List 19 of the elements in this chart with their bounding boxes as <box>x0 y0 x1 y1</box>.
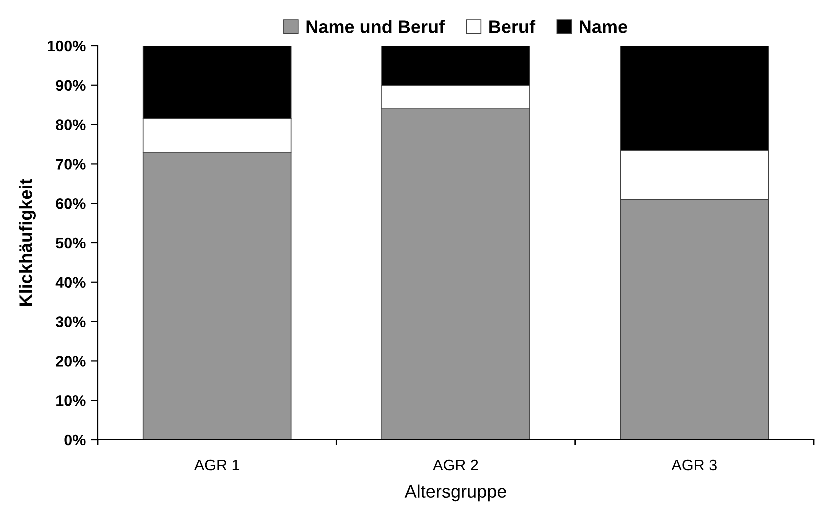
y-tick-label: 100% <box>48 40 86 52</box>
x-axis-title: Altersgruppe <box>404 484 506 502</box>
legend-label: Beruf <box>490 20 536 34</box>
y-tick-label: 10% <box>56 395 86 406</box>
x-tick-label: AGR 2 <box>433 460 478 471</box>
y-tick-label: 60% <box>56 198 86 210</box>
y-axis-title: Klickhäufigkeit <box>19 179 36 306</box>
y-tick-label: 40% <box>56 277 86 288</box>
x-tick-label: AGR 3 <box>672 460 717 471</box>
legend-label: Name <box>580 20 628 34</box>
y-tick-label: 80% <box>56 120 86 130</box>
y-tick-label: 50% <box>56 238 86 249</box>
y-tick-label: 70% <box>56 159 86 170</box>
y-tick-label: 90% <box>56 80 86 92</box>
legend-label: Name und Beruf <box>306 20 446 34</box>
x-tick-label: AGR 1 <box>194 460 240 471</box>
y-tick-label: 0% <box>64 434 86 446</box>
y-tick-label: 20% <box>56 356 86 367</box>
y-tick-label: 30% <box>56 316 86 328</box>
